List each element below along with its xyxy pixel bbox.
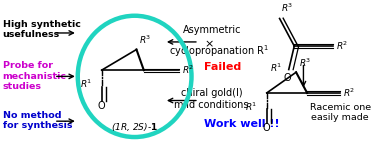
- Text: cyclopropanation R$^1$: cyclopropanation R$^1$: [169, 44, 269, 59]
- Text: No method
for synthesis: No method for synthesis: [3, 111, 72, 130]
- Text: Work well !!: Work well !!: [204, 119, 280, 129]
- Text: chiral gold(I): chiral gold(I): [181, 88, 242, 98]
- Text: O: O: [283, 73, 291, 83]
- Text: $R^2$: $R^2$: [336, 40, 348, 52]
- Text: High synthetic
usefulness: High synthetic usefulness: [3, 20, 80, 39]
- Text: Racemic one
easily made: Racemic one easily made: [310, 102, 371, 122]
- Text: (1$R$, 2$S$)-$\mathbf{1}$: (1$R$, 2$S$)-$\mathbf{1}$: [111, 121, 158, 133]
- Text: $R^2$: $R^2$: [343, 87, 356, 99]
- Text: mild conditions: mild conditions: [175, 100, 249, 110]
- Text: ×: ×: [204, 39, 214, 49]
- Text: $R^3$: $R^3$: [299, 56, 311, 69]
- Text: Asymmetric: Asymmetric: [182, 25, 241, 34]
- Text: $R^3$: $R^3$: [281, 2, 294, 14]
- Text: Probe for
mechanistic
studies: Probe for mechanistic studies: [3, 61, 66, 91]
- Text: O: O: [263, 123, 271, 133]
- Text: $R^1$: $R^1$: [245, 100, 257, 113]
- Text: O: O: [98, 101, 106, 111]
- Text: $R^1$: $R^1$: [80, 78, 92, 90]
- Text: $R^3$: $R^3$: [139, 34, 152, 46]
- Text: $R^1$: $R^1$: [270, 62, 282, 74]
- Text: Failed: Failed: [204, 62, 242, 72]
- Text: $R^2$: $R^2$: [182, 64, 194, 76]
